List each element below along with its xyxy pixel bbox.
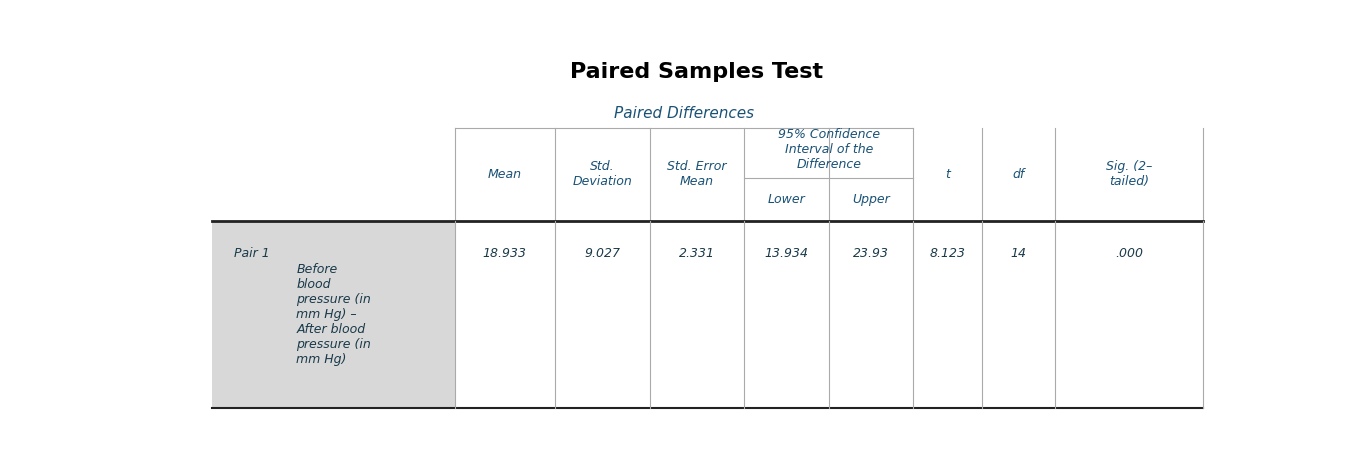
Text: 2.331: 2.331 <box>679 247 715 260</box>
Text: 18.933: 18.933 <box>483 247 526 260</box>
Text: Before
blood
pressure (in
mm Hg) –
After blood
pressure (in
mm Hg): Before blood pressure (in mm Hg) – After… <box>296 263 371 366</box>
Text: 23.93: 23.93 <box>853 247 889 260</box>
Text: 8.123: 8.123 <box>929 247 966 260</box>
Text: Std. Error
Mean: Std. Error Mean <box>668 160 726 188</box>
Text: Paired Differences: Paired Differences <box>613 106 753 121</box>
Text: 13.934: 13.934 <box>764 247 809 260</box>
Text: t: t <box>945 168 949 181</box>
Text: 9.027: 9.027 <box>585 247 620 260</box>
Text: Lower: Lower <box>767 193 805 206</box>
Text: df: df <box>1012 168 1024 181</box>
Text: Mean: Mean <box>488 168 522 181</box>
Bar <box>212 221 454 408</box>
Text: .000: .000 <box>1115 247 1144 260</box>
Text: Sig. (2–
tailed): Sig. (2– tailed) <box>1106 160 1152 188</box>
Text: 14: 14 <box>1010 247 1027 260</box>
Text: Std.
Deviation: Std. Deviation <box>573 160 632 188</box>
Text: Paired Samples Test: Paired Samples Test <box>570 62 824 82</box>
Text: 95% Confidence
Interval of the
Difference: 95% Confidence Interval of the Differenc… <box>778 128 880 171</box>
Text: Pair 1: Pair 1 <box>234 247 269 260</box>
Text: Upper: Upper <box>851 193 889 206</box>
